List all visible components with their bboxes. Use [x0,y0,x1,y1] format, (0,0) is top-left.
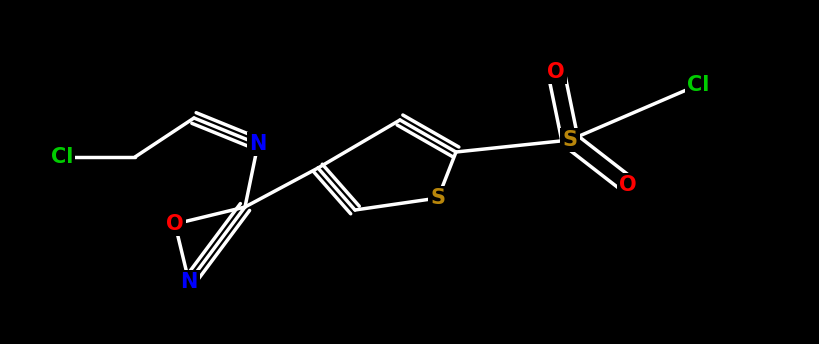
Text: N: N [249,134,267,154]
Text: Cl: Cl [51,147,73,167]
Text: O: O [166,214,183,234]
Text: S: S [563,130,577,150]
Text: N: N [180,272,197,292]
Text: O: O [619,175,637,195]
Text: S: S [431,188,446,208]
Text: Cl: Cl [687,75,709,95]
Text: O: O [547,62,565,82]
